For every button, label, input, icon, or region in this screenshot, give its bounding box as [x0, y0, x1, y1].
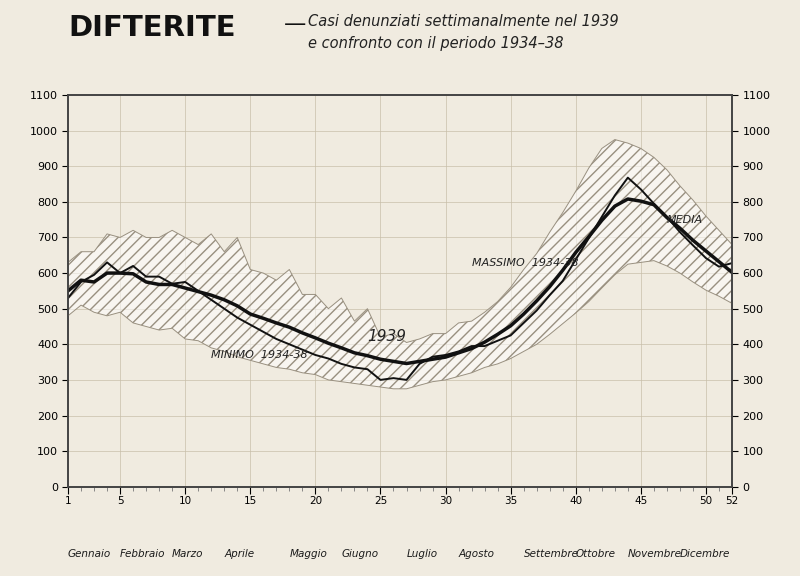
Text: Giugno: Giugno [342, 549, 378, 559]
Text: Marzo: Marzo [172, 549, 204, 559]
Text: Gennaio: Gennaio [68, 549, 111, 559]
Text: Febbraio: Febbraio [120, 549, 166, 559]
Text: Dicembre: Dicembre [680, 549, 730, 559]
Text: Novembre: Novembre [628, 549, 682, 559]
Text: Aprile: Aprile [224, 549, 254, 559]
Text: MINIMO  1934-38: MINIMO 1934-38 [211, 350, 308, 360]
Text: 1939: 1939 [367, 329, 406, 344]
Text: Luglio: Luglio [406, 549, 438, 559]
Text: DIFTERITE: DIFTERITE [68, 14, 236, 43]
Text: Agosto: Agosto [458, 549, 494, 559]
Text: —: — [284, 14, 306, 35]
Text: Casi denunziati settimanalmente nel 1939
e confronto con il periodo 1934–38: Casi denunziati settimanalmente nel 1939… [308, 14, 618, 51]
Text: MEDIA: MEDIA [667, 214, 703, 225]
Text: Settembre: Settembre [524, 549, 578, 559]
Text: Maggio: Maggio [290, 549, 327, 559]
Text: MASSIMO  1934-38: MASSIMO 1934-38 [472, 258, 578, 268]
Text: Ottobre: Ottobre [576, 549, 616, 559]
